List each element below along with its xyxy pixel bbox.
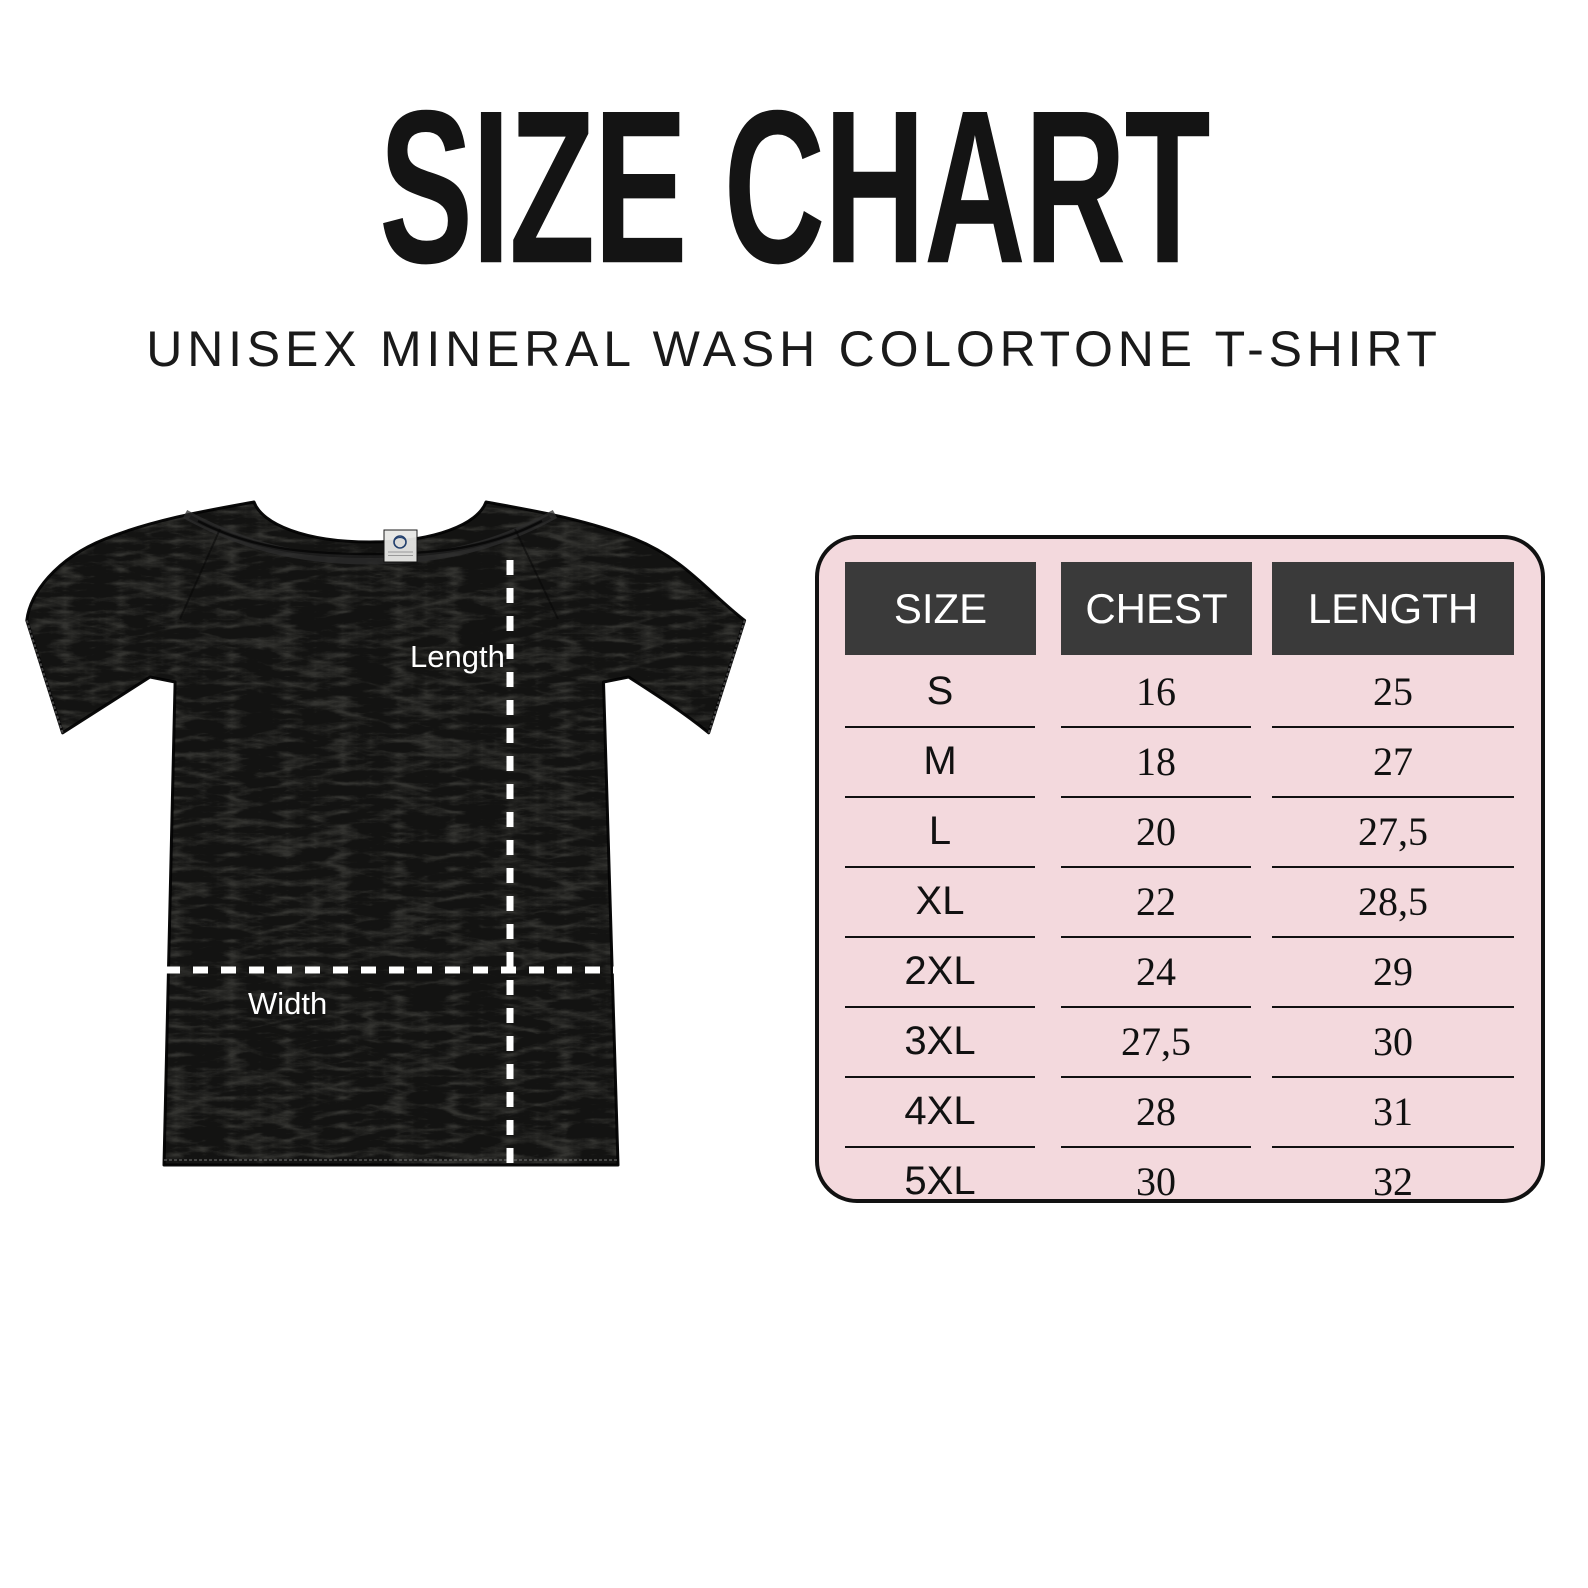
svg-text:Length: Length — [410, 639, 505, 674]
svg-text:Width: Width — [248, 986, 327, 1021]
